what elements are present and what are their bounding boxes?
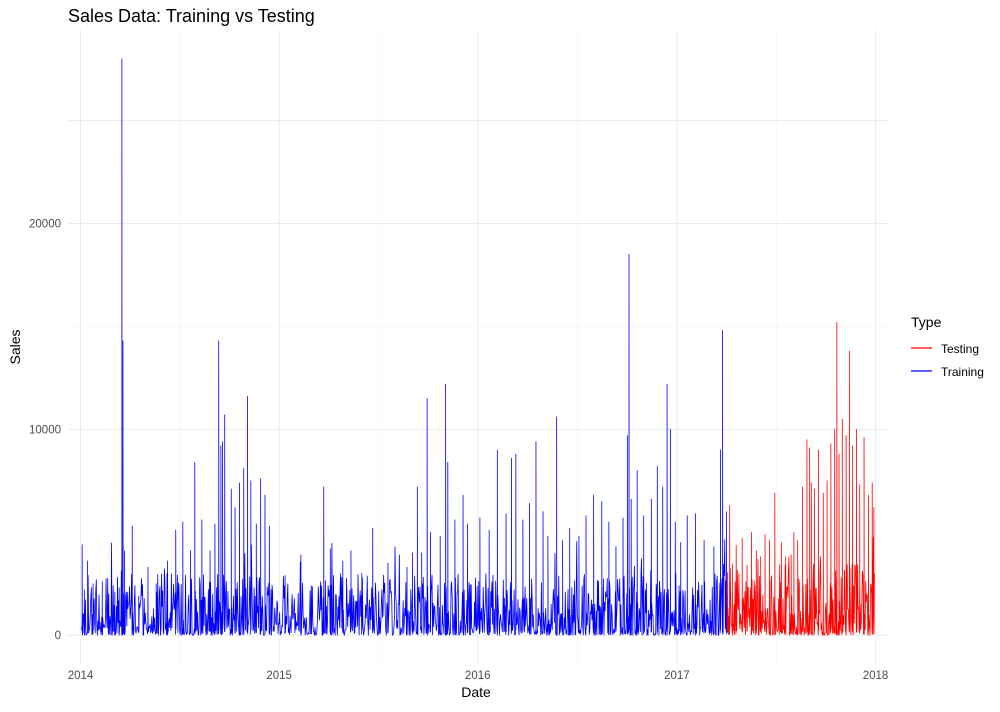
x-tick-label: 2017 xyxy=(664,670,690,682)
chart-title: Sales Data: Training vs Testing xyxy=(68,6,315,26)
series-layer xyxy=(81,58,875,636)
y-axis-ticks: 0 10000 20000 xyxy=(29,218,61,642)
legend-label-testing: Testing xyxy=(941,342,979,356)
x-tick-label: 2014 xyxy=(68,670,94,682)
y-tick-label: 20000 xyxy=(29,218,61,230)
legend-title: Type xyxy=(911,314,942,330)
x-axis-title: Date xyxy=(461,684,491,700)
y-axis-title: Sales xyxy=(7,329,23,364)
y-tick-label: 10000 xyxy=(29,424,61,436)
series-line-training xyxy=(81,58,728,636)
series-line-testing xyxy=(726,321,875,636)
x-tick-label: 2018 xyxy=(863,670,889,682)
y-tick-label: 0 xyxy=(55,630,61,642)
x-tick-label: 2015 xyxy=(266,670,292,682)
legend: Type Testing Training xyxy=(911,314,984,379)
x-tick-label: 2016 xyxy=(465,670,491,682)
legend-label-training: Training xyxy=(941,365,984,379)
x-axis-ticks: 2014 2015 2016 2017 2018 xyxy=(68,670,889,682)
